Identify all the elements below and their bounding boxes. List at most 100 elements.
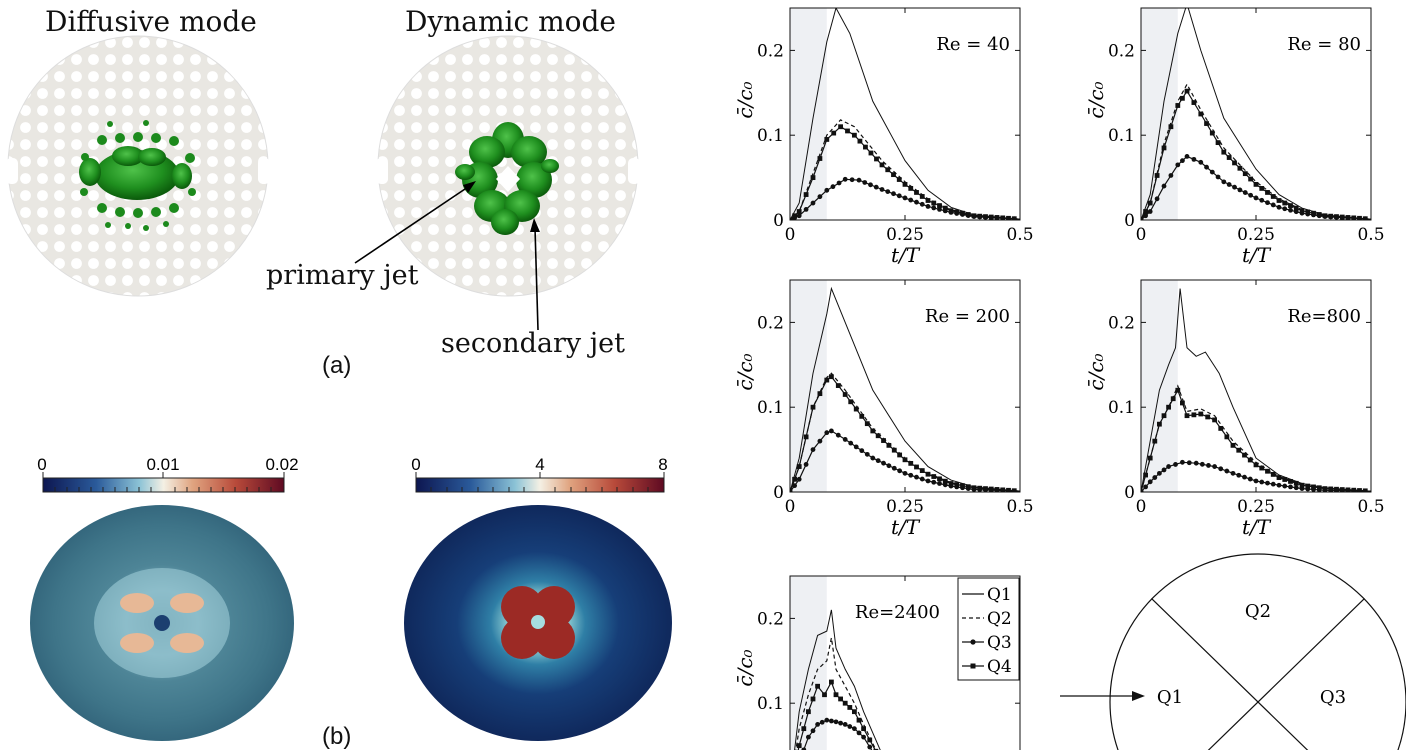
y-axis-label: c̄/c₀ (733, 81, 757, 118)
marker-q3 (796, 476, 802, 482)
marker-q4 (1198, 411, 1204, 417)
marker-q3 (1199, 461, 1205, 467)
marker-q3 (1293, 209, 1299, 215)
marker-q4 (1242, 452, 1247, 458)
legend-marker (970, 663, 976, 669)
quadrant-divider (1207, 597, 1365, 750)
marker-q3 (1143, 484, 1148, 490)
marker-q3 (1198, 159, 1204, 165)
marker-q4 (960, 483, 965, 489)
y-tick-label: 0.1 (757, 398, 784, 418)
marker-q4 (1253, 462, 1259, 468)
marker-q4 (1161, 413, 1167, 419)
marker-q3 (1168, 173, 1174, 178)
marker-q3 (881, 460, 886, 466)
marker-q4 (1191, 412, 1197, 418)
marker-q4 (1175, 387, 1181, 393)
marker-q3 (829, 718, 834, 724)
marker-q3 (937, 207, 942, 212)
marker-q3 (879, 187, 885, 192)
marker-q4 (852, 132, 857, 138)
marker-q4 (1230, 442, 1236, 448)
marker-q3 (1212, 464, 1217, 469)
marker-q4 (1006, 487, 1011, 492)
marker-q4 (810, 175, 816, 180)
marker-q4 (977, 485, 983, 491)
marker-q4 (1218, 426, 1224, 431)
marker-q4 (902, 457, 908, 463)
marker-q3 (829, 428, 834, 434)
marker-q3 (919, 201, 925, 207)
inlet-arrow-head (1132, 691, 1145, 701)
marker-q4 (1339, 487, 1345, 492)
marker-q4 (1305, 483, 1311, 489)
marker-q3 (1154, 196, 1160, 202)
re-annotation: Re = 80 (1287, 34, 1361, 55)
marker-q4 (810, 404, 816, 410)
x-tick-label: 0.5 (1357, 225, 1384, 245)
marker-q3 (856, 730, 862, 736)
marker-q4 (1311, 210, 1316, 216)
marker-q4 (1175, 103, 1181, 108)
left-field-map (30, 505, 294, 741)
marker-q4 (852, 709, 857, 715)
left-cb-tick-0: 0 (37, 455, 46, 474)
y-axis-label: c̄/c₀ (1084, 81, 1108, 118)
marker-q3 (810, 447, 816, 452)
marker-q3 (824, 430, 830, 436)
marker-q4 (1253, 181, 1259, 187)
marker-q4 (1152, 438, 1158, 444)
marker-q4 (885, 167, 891, 173)
panel-b: 0 0.01 0.02 0 4 8 (0, 440, 700, 750)
marker-q4 (1299, 482, 1305, 488)
marker-q4 (1141, 489, 1144, 492)
marker-q3 (810, 200, 816, 206)
quadrant-label-q3: Q3 (1320, 687, 1346, 708)
marker-q4 (919, 194, 925, 199)
marker-q3 (1224, 468, 1230, 474)
marker-q3 (830, 184, 836, 190)
marker-q3 (1152, 475, 1158, 480)
marker-q4 (1221, 149, 1227, 155)
marker-q4 (1215, 140, 1221, 146)
marker-q3 (1191, 156, 1197, 162)
marker-q4 (1184, 88, 1190, 94)
marker-q3 (833, 719, 839, 725)
marker-q3 (824, 717, 830, 723)
x-tick-label: 0 (785, 225, 796, 245)
marker-q4 (914, 190, 919, 195)
marker-q3 (931, 205, 937, 211)
marker-q4 (1247, 457, 1253, 463)
panel-b-graphics: 0 0.01 0.02 0 4 8 (30, 455, 672, 741)
marker-q3 (1288, 207, 1293, 213)
marker-q4 (790, 217, 793, 220)
marker-q4 (1141, 217, 1144, 220)
right-cb-tick-1: 4 (535, 455, 544, 474)
y-tick-label: 0.2 (757, 609, 784, 629)
marker-q4 (1242, 171, 1248, 177)
x-tick-label: 0 (1136, 497, 1147, 517)
marker-q4 (1362, 488, 1368, 492)
marker-q4 (948, 481, 954, 486)
marker-q4 (1236, 447, 1242, 453)
marker-q4 (1322, 486, 1328, 492)
marker-q4 (914, 464, 919, 470)
marker-q3 (1242, 190, 1248, 195)
marker-q4 (1184, 413, 1190, 419)
marker-q3 (792, 483, 797, 489)
re-annotation: Re=2400 (855, 602, 940, 623)
marker-q3 (847, 724, 853, 729)
left-cb-tick-2: 0.02 (265, 455, 298, 474)
marker-q3 (856, 177, 862, 183)
y-tick-label: 0 (773, 483, 784, 503)
marker-q3 (842, 722, 848, 727)
y-tick-label: 0.2 (757, 41, 784, 61)
marker-q4 (1180, 400, 1185, 406)
re-annotation: Re=800 (1287, 306, 1361, 327)
marker-q4 (925, 471, 931, 477)
marker-q4 (983, 214, 988, 220)
marker-q4 (810, 696, 816, 702)
marker-q4 (1212, 417, 1217, 423)
panel-a-label: (a) (322, 352, 352, 379)
series-group (790, 8, 1020, 220)
